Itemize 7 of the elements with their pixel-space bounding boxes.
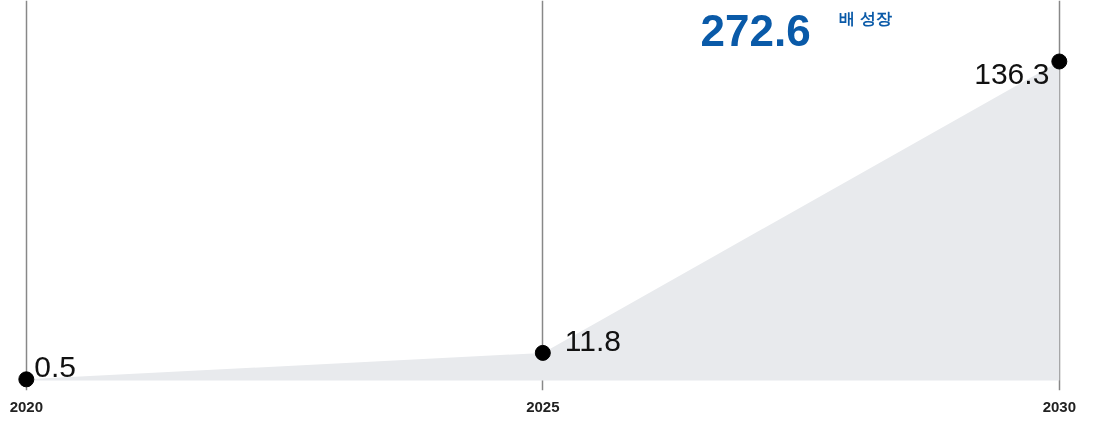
- x-tick-label: 2020: [9, 397, 44, 415]
- data-label: 0.5: [34, 350, 77, 384]
- x-tick-label: 2025: [526, 397, 560, 415]
- data-label: 136.3: [974, 56, 1050, 90]
- data-label: 11.8: [564, 323, 621, 357]
- text: 272.6 배 성장: [700, 6, 893, 55]
- x-tick-label: 2030: [1042, 397, 1076, 415]
